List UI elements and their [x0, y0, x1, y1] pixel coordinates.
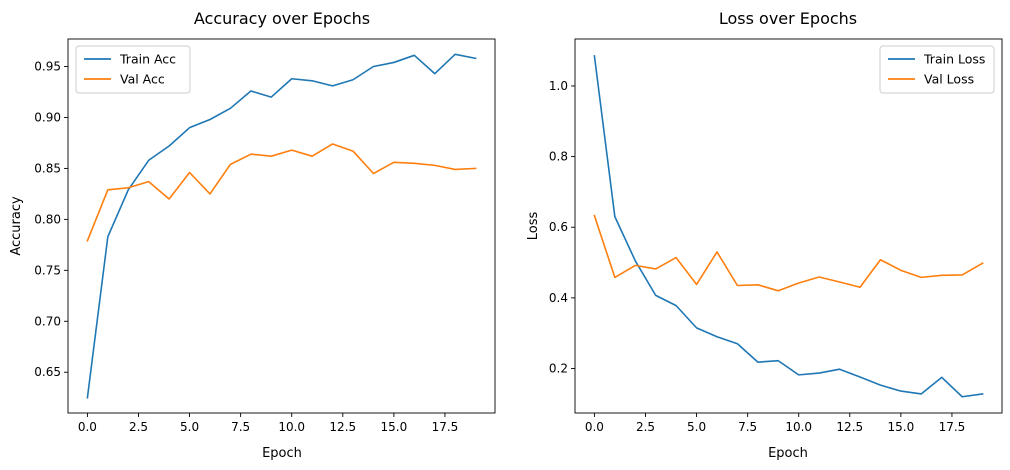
accuracy-x-tick-label: 15.0 [381, 420, 408, 434]
loss-x-tick-label: 0.0 [585, 420, 604, 434]
accuracy-x-axis-label: Epoch [262, 446, 302, 461]
accuracy-y-tick-label: 0.75 [34, 263, 61, 277]
loss-y-tick-label: 0.6 [549, 220, 568, 234]
loss-series-lines [593, 55, 984, 398]
train-loss-legend-label: Train Loss [923, 52, 985, 67]
loss-axes-frame [574, 38, 1003, 414]
train-acc-legend-label: Train Acc [119, 52, 176, 67]
accuracy-y-tick-label: 0.80 [34, 212, 61, 226]
loss-x-tick-label: 5.0 [687, 420, 706, 434]
loss-x-axis-label: Epoch [768, 446, 808, 461]
val-acc-legend-label: Val Acc [120, 72, 165, 87]
loss-chart-title: Loss over Epochs [719, 9, 857, 28]
loss-x-tick-label: 12.5 [836, 420, 863, 434]
loss-legend: Train Loss Val Loss [879, 45, 995, 94]
accuracy-series-lines [86, 53, 477, 399]
accuracy-plot-area: 0.0 2.5 5.0 7.5 10.0 12.5 15.0 17.5 0.65 0.70 0.7… [34, 38, 496, 434]
loss-y-tick-label: 0.8 [549, 150, 568, 164]
accuracy-x-tick-label: 2.5 [129, 420, 148, 434]
loss-y-ticks: 0.2 0.4 0.6 0.8 1.0 [549, 79, 575, 376]
loss-x-tick-label: 17.5 [939, 420, 966, 434]
accuracy-x-tick-label: 12.5 [329, 420, 356, 434]
val-loss-legend-label: Val Loss [924, 72, 974, 87]
accuracy-chart: Accuracy over Epochs 0.0 2.5 5.0 7.5 10.0 12.… [9, 9, 496, 461]
loss-y-axis-label: Loss [526, 212, 541, 241]
loss-x-tick-label: 10.0 [785, 420, 812, 434]
accuracy-y-tick-label: 0.85 [34, 161, 61, 175]
loss-y-tick-label: 0.4 [549, 291, 568, 305]
accuracy-y-ticks: 0.65 0.70 0.75 0.80 0.85 0.90 0.95 [34, 60, 68, 379]
accuracy-y-axis-label: Accuracy [9, 196, 24, 256]
loss-y-tick-label: 1.0 [549, 79, 568, 93]
loss-x-tick-label: 2.5 [636, 420, 655, 434]
accuracy-y-tick-label: 0.70 [34, 314, 61, 328]
accuracy-y-tick-label: 0.90 [34, 110, 61, 124]
loss-legend-box [879, 45, 995, 94]
accuracy-x-tick-label: 0.0 [78, 420, 97, 434]
val-acc-line [86, 143, 477, 242]
accuracy-legend-box [75, 45, 191, 94]
accuracy-chart-title: Accuracy over Epochs [194, 9, 370, 28]
accuracy-x-tick-label: 5.0 [180, 420, 199, 434]
loss-x-ticks: 0.0 2.5 5.0 7.5 10.0 12.5 15.0 17.5 [585, 413, 965, 434]
val-loss-line [593, 214, 984, 292]
loss-x-tick-label: 7.5 [738, 420, 757, 434]
train-loss-line [593, 55, 984, 398]
loss-plot-area: 0.0 2.5 5.0 7.5 10.0 12.5 15.0 17.5 0.20.40.60.… [549, 38, 1003, 434]
accuracy-x-tick-label: 10.0 [278, 420, 305, 434]
accuracy-x-ticks: 0.0 2.5 5.0 7.5 10.0 12.5 15.0 17.5 [78, 413, 458, 434]
accuracy-axes-frame [67, 38, 496, 414]
train-acc-line [86, 53, 477, 399]
loss-x-tick-label: 15.0 [888, 420, 915, 434]
accuracy-legend: Train Acc Val Acc [75, 45, 191, 94]
accuracy-y-tick-label: 0.95 [34, 60, 61, 74]
accuracy-x-tick-label: 7.5 [231, 420, 250, 434]
accuracy-y-tick-label: 0.65 [34, 365, 61, 379]
loss-y-tick-label: 0.2 [549, 362, 568, 376]
loss-chart: Loss over Epochs 0.0 2.5 5.0 7.5 10.0 12.5 15.… [526, 9, 1003, 461]
accuracy-x-tick-label: 17.5 [432, 420, 459, 434]
